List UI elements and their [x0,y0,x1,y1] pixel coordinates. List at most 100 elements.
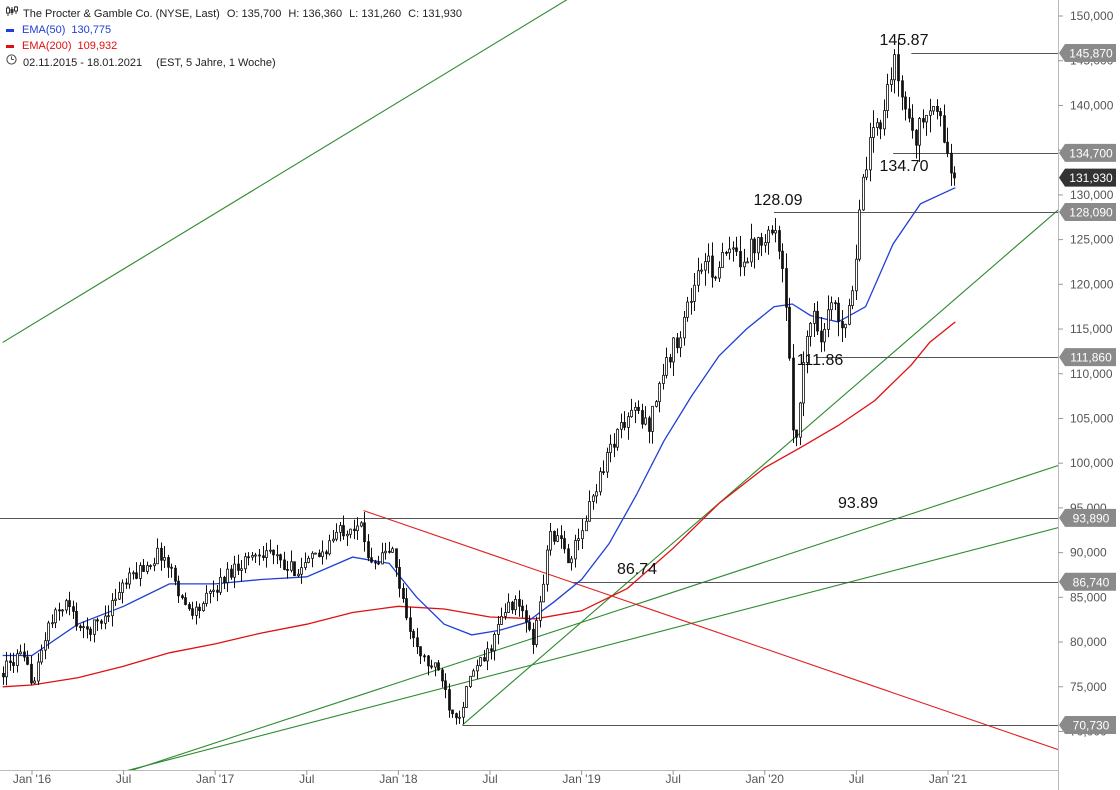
candle [346,530,349,546]
candle [918,117,921,162]
candle [198,603,201,619]
candle [781,243,784,283]
candle [181,594,184,600]
candle [707,243,710,274]
candle [332,529,335,543]
price-tag: 128,090 [1059,202,1116,221]
candle [205,585,208,607]
candle [93,619,96,643]
ohlc-high-key: H: [288,8,300,20]
level-note-5: 111.86 [797,352,844,369]
y-tick-label: 85,000 [1070,590,1107,604]
candle [929,98,932,133]
candle [58,602,61,621]
ema200-layer [2,321,956,688]
candle [86,617,89,639]
candle [416,627,419,655]
candle [718,261,721,282]
candle [402,583,405,603]
candle [743,248,746,276]
candle [244,552,247,574]
candle [293,561,296,577]
candle [627,412,630,440]
candle [802,351,805,417]
ohlc-low-key: L: [349,8,359,20]
y-tick-label: 125,000 [1070,233,1114,247]
candle [827,295,830,338]
candle [51,614,54,628]
candle [493,632,496,661]
candle [792,344,795,443]
candle [230,564,233,580]
candle [142,559,145,572]
x-tick-label: Jan '21 [929,772,968,786]
candle [367,534,370,562]
candle [613,433,616,458]
candle [908,96,911,123]
candle [651,405,654,444]
legend-ema50-row: EMA(50) 130,775 [6,22,462,38]
ohlc-high: 136,360 [302,8,343,20]
candle [556,528,559,543]
candle [732,241,735,262]
candle [395,548,398,577]
candle [683,310,686,346]
candle [630,398,633,418]
candle [799,401,802,446]
candle [419,646,422,664]
candle [121,579,124,604]
candle [328,534,331,556]
candle [757,236,760,260]
candle [953,166,956,186]
candle [809,321,812,347]
date-range: 02.11.2015 - 18.01.2021 [23,56,143,69]
candle [697,257,700,293]
svg-text:145,870: 145,870 [1069,46,1113,60]
candle [118,581,121,601]
candle [321,540,324,565]
candle [412,629,415,647]
candle [588,490,591,522]
candlestick-icon [6,6,18,22]
candle [167,554,170,578]
candle [54,607,57,629]
candle [107,605,110,623]
ohlc-open: 135,700 [241,8,282,20]
ema200-label: EMA(200) [22,40,72,52]
candle [286,560,289,579]
candle [409,607,412,640]
candle [546,545,549,592]
candle [318,549,321,558]
candle [61,609,64,617]
candle [23,643,26,662]
candle [233,555,236,589]
candle [381,542,384,565]
level-note-4: 128.09 [754,192,803,209]
candle [170,563,173,578]
candle [188,602,191,611]
candle [879,119,882,140]
ohlc-low: 131,260 [361,8,402,20]
candle [335,523,338,542]
candle [514,595,517,616]
horizontal-level-layer [0,53,1058,726]
candle [135,562,138,580]
candle [834,300,837,311]
candle [890,67,893,92]
candle [771,225,774,236]
candle [669,353,672,369]
candle [795,429,798,447]
candle [662,363,665,390]
candle [946,127,949,158]
candle [785,253,788,321]
y-tick-label: 150,000 [1070,9,1114,23]
candle [209,589,212,604]
candle [384,542,387,560]
candle [325,549,328,560]
candle [202,601,205,612]
candle [290,550,293,573]
price-tag: 70,730 [1059,715,1116,734]
candle [500,607,503,625]
ema200-value: 109,932 [77,40,118,52]
